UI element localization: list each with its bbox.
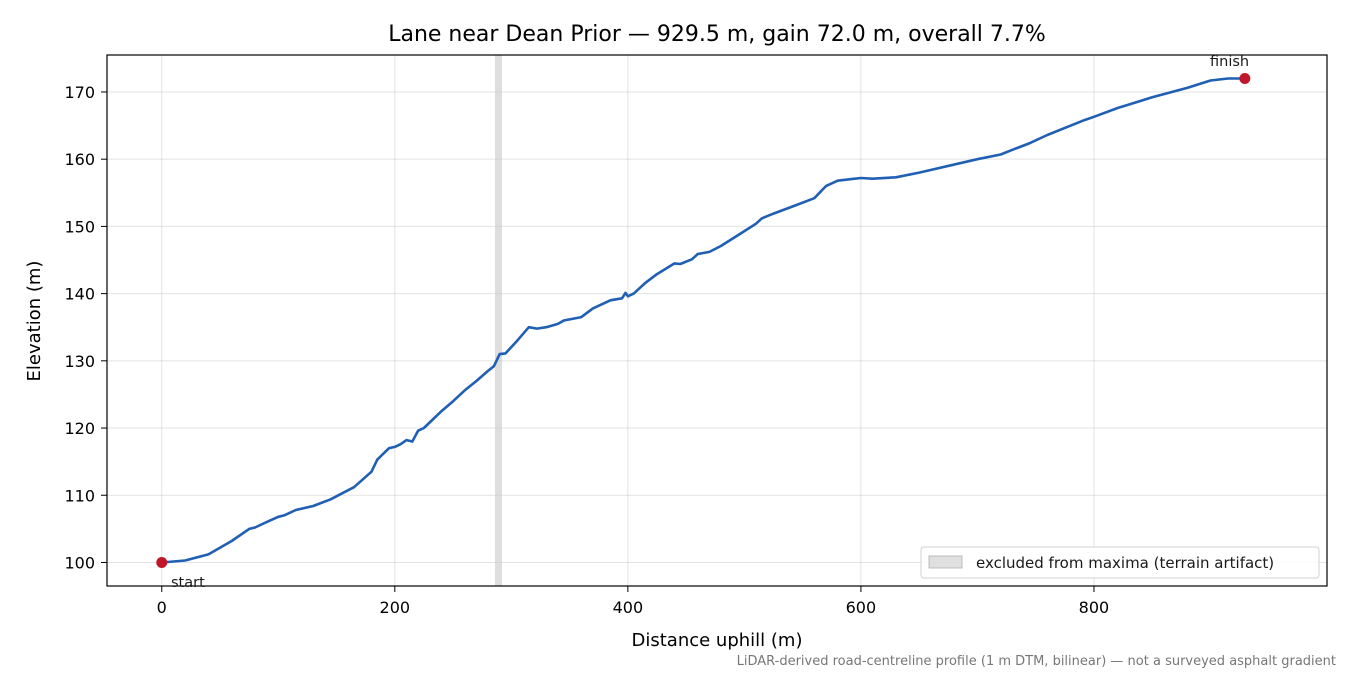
start-marker — [156, 556, 168, 568]
ticks: 0 200 400 600 800 100 110 120 130 140 150 160 170 — [64, 83, 1109, 617]
x-axis-label: Distance uphill (m) — [632, 630, 803, 651]
x-tick-label: 600 — [846, 598, 877, 617]
legend-swatch-excluded — [928, 555, 963, 569]
y-tick-label: 120 — [64, 419, 95, 438]
legend-label-excluded: excluded from maxima (terrain artifact) — [976, 554, 1274, 572]
start-annotation: start — [171, 575, 205, 591]
finish-marker — [1239, 73, 1251, 85]
legend: excluded from maxima (terrain artifact) — [920, 546, 1320, 579]
legend-box — [920, 546, 1320, 579]
x-tick-label: 400 — [613, 598, 644, 617]
y-tick-label: 130 — [64, 352, 95, 371]
y-tick-label: 170 — [64, 83, 95, 102]
y-tick-label: 160 — [64, 150, 95, 169]
x-tick-label: 200 — [380, 598, 411, 617]
series-layer — [160, 77, 1247, 564]
y-tick-label: 150 — [64, 217, 95, 236]
excluded-band — [495, 55, 503, 586]
plot-frame — [106, 54, 1328, 587]
x-tick-label: 0 — [157, 598, 167, 617]
grid — [107, 55, 1327, 586]
marker-layer — [156, 73, 1251, 568]
y-axis-label: Elevation (m) — [24, 261, 45, 382]
finish-annotation: finish — [1210, 54, 1249, 70]
y-tick-label: 110 — [64, 486, 95, 505]
chart-title: Lane near Dean Prior — 929.5 m, gain 72.… — [388, 22, 1046, 47]
footnote: LiDAR-derived road-centreline profile (1… — [737, 654, 1336, 669]
x-tick-label: 800 — [1079, 598, 1110, 617]
y-tick-label: 100 — [64, 553, 95, 572]
y-tick-label: 140 — [64, 285, 95, 304]
excluded-band-layer — [495, 55, 503, 586]
elevation-line — [160, 77, 1247, 564]
